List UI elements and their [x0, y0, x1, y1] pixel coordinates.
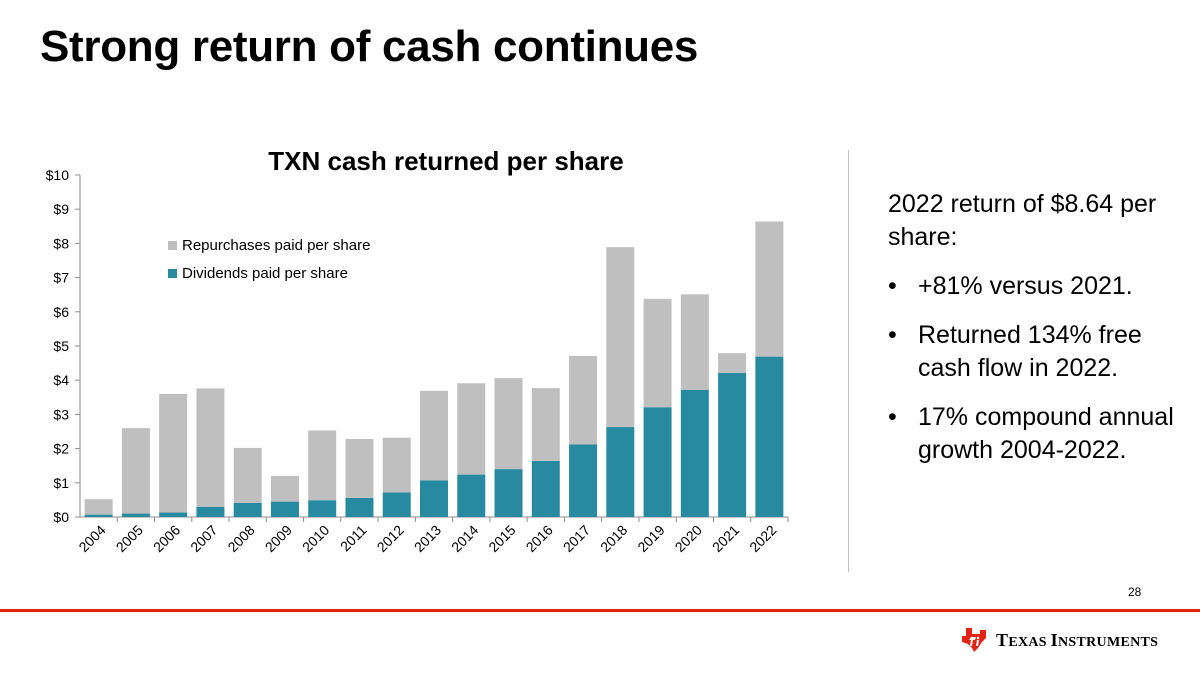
x-tick-label: 2013 — [411, 522, 444, 555]
bar-repurchases-2008 — [233, 447, 262, 503]
bar-dividends-2011 — [345, 497, 374, 517]
x-tick-label: 2005 — [113, 522, 146, 555]
legend-label-dividends: Dividends paid per share — [182, 264, 348, 282]
x-tick-label: 2017 — [560, 522, 593, 555]
bullet-dot-icon: • — [888, 321, 897, 349]
legend-item-dividends: Dividends paid per share — [168, 259, 370, 287]
x-tick-label: 2015 — [485, 522, 518, 555]
y-tick-label: $0 — [53, 509, 69, 525]
y-tick-label: $7 — [53, 270, 69, 286]
bar-dividends-2014 — [457, 474, 486, 517]
x-tick-label: 2004 — [75, 522, 108, 555]
y-tick-label: $5 — [53, 338, 69, 354]
chart-title: TXN cash returned per share — [268, 146, 624, 176]
legend-item-repurchases: Repurchases paid per share — [168, 231, 370, 259]
logo-text-part: EXAS — [1008, 634, 1051, 650]
bar-repurchases-2014 — [457, 383, 486, 475]
x-tick-label: 2010 — [299, 522, 332, 555]
bar-dividends-2005 — [121, 513, 150, 517]
bullet-dot-icon: • — [888, 403, 897, 431]
y-tick-label: $10 — [46, 167, 70, 183]
logo-text: TEXAS INSTRUMENTS — [996, 630, 1158, 651]
bar-repurchases-2021 — [718, 353, 747, 374]
bullet-text: 17% compound annual growth 2004-2022. — [918, 403, 1174, 464]
x-tick-label: 2022 — [746, 522, 779, 555]
bar-repurchases-2005 — [121, 428, 150, 514]
bar-dividends-2006 — [159, 512, 188, 517]
x-tick-label: 2016 — [523, 522, 556, 555]
bar-repurchases-2009 — [270, 475, 299, 502]
texas-instruments-logo: TEXAS INSTRUMENTS — [960, 626, 1158, 654]
x-tick-label: 2019 — [634, 522, 667, 555]
x-tick-label: 2018 — [597, 522, 630, 555]
bar-repurchases-2006 — [159, 393, 188, 513]
bar-repurchases-2004 — [84, 499, 113, 515]
bar-repurchases-2007 — [196, 388, 225, 507]
bar-dividends-2012 — [382, 492, 411, 517]
bar-dividends-2009 — [270, 501, 299, 517]
x-tick-label: 2012 — [374, 522, 407, 555]
bar-dividends-2018 — [606, 427, 635, 517]
logo-text-part: T — [996, 629, 1009, 650]
legend-swatch-dividends — [168, 268, 177, 278]
bar-dividends-2013 — [420, 480, 448, 517]
y-tick-label: $1 — [53, 475, 69, 491]
y-tick-label: $8 — [53, 235, 69, 251]
bar-repurchases-2012 — [382, 437, 411, 493]
bar-dividends-2008 — [233, 502, 262, 517]
bullet-text: Returned 134% free cash flow in 2022. — [918, 321, 1142, 382]
x-tick-label: 2009 — [262, 522, 295, 555]
bullet-item: • Returned 134% free cash flow in 2022. — [888, 319, 1178, 385]
y-tick-label: $4 — [53, 372, 69, 388]
footer-rule — [0, 609, 1200, 612]
legend-label-repurchases: Repurchases paid per share — [182, 236, 371, 254]
bar-repurchases-2011 — [345, 439, 374, 498]
sidebar-heading: 2022 return of $8.64 per share: — [888, 190, 1157, 251]
bar-repurchases-2018 — [606, 247, 635, 428]
bar-dividends-2004 — [84, 514, 113, 517]
logo-text-part: I — [1050, 629, 1058, 650]
sidebar-summary: 2022 return of $8.64 per share: • +81% v… — [888, 188, 1178, 483]
bar-dividends-2017 — [569, 444, 598, 517]
y-tick-label: $2 — [53, 441, 69, 457]
bar-repurchases-2020 — [680, 294, 709, 390]
bar-dividends-2007 — [196, 506, 225, 517]
bar-repurchases-2022 — [755, 221, 784, 357]
bar-repurchases-2019 — [643, 298, 672, 408]
bullet-item: • +81% versus 2021. — [888, 270, 1178, 303]
bar-dividends-2021 — [718, 373, 747, 517]
bar-dividends-2020 — [680, 389, 709, 517]
page-number: 28 — [1128, 585, 1142, 599]
y-tick-label: $3 — [53, 406, 69, 422]
vertical-divider — [848, 150, 849, 572]
y-tick-label: $6 — [53, 304, 69, 320]
bar-dividends-2015 — [494, 469, 523, 517]
bar-repurchases-2015 — [494, 378, 523, 470]
x-tick-label: 2008 — [224, 522, 257, 555]
x-tick-label: 2021 — [709, 522, 742, 555]
x-tick-label: 2011 — [337, 522, 370, 555]
bullet-text: +81% versus 2021. — [918, 272, 1133, 300]
chart-legend: Repurchases paid per share Dividends pai… — [168, 231, 370, 287]
y-tick-label: $9 — [53, 201, 69, 217]
bar-repurchases-2010 — [308, 430, 337, 501]
bar-dividends-2010 — [308, 500, 337, 517]
slide-title: Strong return of cash continues — [40, 22, 699, 71]
x-tick-label: 2020 — [672, 522, 705, 555]
x-tick-label: 2006 — [150, 522, 183, 555]
bullet-item: • 17% compound annual growth 2004-2022. — [888, 401, 1178, 467]
bar-repurchases-2016 — [531, 388, 560, 461]
bullet-dot-icon: • — [888, 272, 897, 300]
x-tick-label: 2014 — [448, 522, 481, 555]
bar-dividends-2022 — [755, 356, 784, 517]
bar-dividends-2019 — [643, 407, 672, 517]
bar-repurchases-2017 — [569, 355, 598, 445]
bar-dividends-2016 — [531, 460, 560, 517]
bar-repurchases-2013 — [420, 390, 448, 481]
x-tick-label: 2007 — [187, 522, 220, 555]
logo-text-part: NSTRUMENTS — [1057, 634, 1159, 650]
legend-swatch-repurchases — [168, 240, 177, 250]
ti-state-icon — [962, 628, 986, 652]
